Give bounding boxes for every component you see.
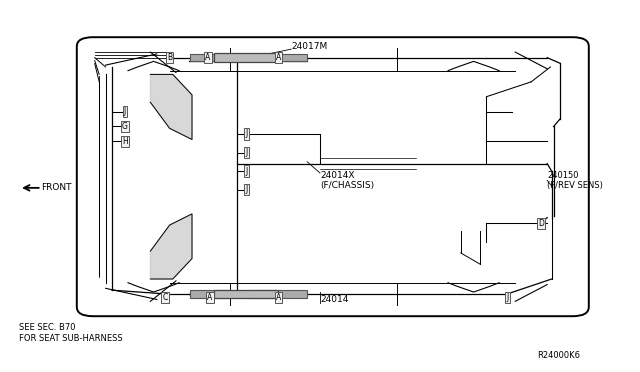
- Text: D: D: [538, 219, 544, 228]
- Text: C: C: [163, 293, 168, 302]
- Text: A: A: [205, 53, 211, 62]
- Text: 24014X
(F/CHASSIS): 24014X (F/CHASSIS): [320, 171, 374, 190]
- Bar: [250, 290, 307, 298]
- Bar: [191, 290, 225, 298]
- Bar: [214, 53, 278, 62]
- Text: J: J: [245, 129, 248, 138]
- Text: A: A: [276, 293, 281, 302]
- Bar: [191, 54, 225, 61]
- Text: 24017M: 24017M: [291, 42, 328, 51]
- Text: 24014: 24014: [320, 295, 348, 304]
- Text: R24000K6: R24000K6: [538, 351, 580, 360]
- Text: J: J: [245, 185, 248, 194]
- Text: J: J: [245, 167, 248, 176]
- Text: J: J: [124, 107, 126, 116]
- Text: J: J: [506, 293, 509, 302]
- Text: FRONT: FRONT: [42, 183, 72, 192]
- Text: SEE SEC. B70
FOR SEAT SUB-HARNESS: SEE SEC. B70 FOR SEAT SUB-HARNESS: [19, 323, 123, 343]
- Polygon shape: [150, 214, 192, 279]
- Polygon shape: [150, 74, 192, 140]
- Text: G: G: [122, 122, 128, 131]
- Text: H: H: [122, 137, 127, 146]
- Text: B: B: [167, 53, 172, 62]
- Bar: [214, 289, 278, 298]
- Text: A: A: [276, 53, 281, 62]
- Text: 240150
(F/REV SENS): 240150 (F/REV SENS): [547, 171, 603, 190]
- Bar: [250, 54, 307, 61]
- Text: A: A: [207, 293, 212, 302]
- Text: J: J: [245, 148, 248, 157]
